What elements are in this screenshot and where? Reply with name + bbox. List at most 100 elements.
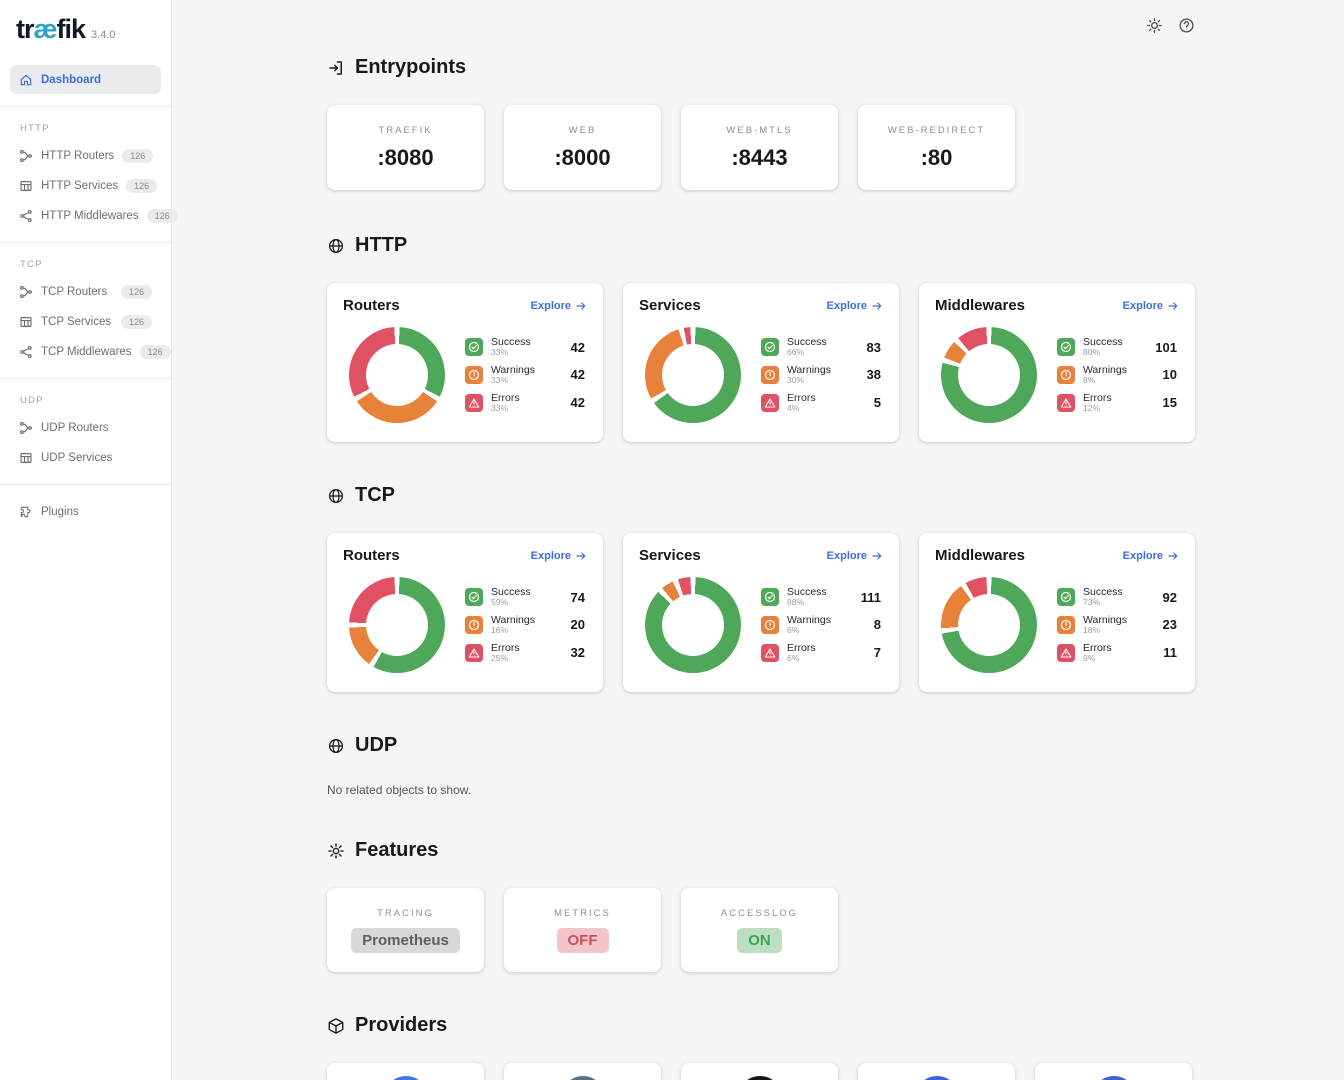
warning-icon bbox=[761, 615, 779, 634]
provider-card-file: File bbox=[504, 1063, 661, 1080]
tcp-routers-card: Routers Explore Success 59% 74 Warnings 1 bbox=[327, 533, 603, 692]
card-title: Middlewares bbox=[935, 547, 1026, 564]
arrow-right-icon bbox=[1167, 550, 1179, 562]
section-title-text: TCP bbox=[355, 484, 395, 506]
globe-icon bbox=[327, 737, 345, 755]
sidebar-item-http-routers[interactable]: HTTP Routers 126 bbox=[10, 141, 161, 170]
http-middlewares-card: Middlewares Explore Success 80% 101 Warn bbox=[919, 283, 1195, 442]
sidebar-item-udp-services[interactable]: UDP Services bbox=[10, 443, 161, 472]
explore-link[interactable]: Explore bbox=[1123, 550, 1179, 562]
stat-label: Errors bbox=[787, 391, 816, 404]
stat-label: Errors bbox=[491, 391, 520, 404]
services-icon bbox=[19, 451, 33, 465]
stat-label: Errors bbox=[1083, 641, 1112, 654]
sidebar-item-plugins[interactable]: Plugins bbox=[10, 497, 161, 526]
stat-percent: 80% bbox=[1083, 347, 1101, 358]
middlewares-icon bbox=[19, 345, 33, 359]
provider-card-kubernetes-ingress: KubernetesIngress bbox=[858, 1063, 1015, 1080]
sidebar-item-label: UDP Routers bbox=[41, 421, 109, 434]
stat-label: Success bbox=[1083, 336, 1123, 349]
kubernetes-icon bbox=[914, 1076, 959, 1080]
udp-empty-message: No related objects to show. bbox=[327, 783, 472, 797]
sidebar-item-label: Plugins bbox=[41, 505, 79, 518]
explore-label: Explore bbox=[1122, 299, 1163, 312]
stat-percent: 88% bbox=[787, 597, 805, 608]
stat-success: Success 73% 92 bbox=[1057, 586, 1177, 608]
main-area: Entrypoints TRAEFIK :8080 WEB :8000 WEB-… bbox=[172, 0, 1344, 1080]
sidebar-item-dashboard[interactable]: Dashboard bbox=[10, 65, 161, 94]
sidebar-item-tcp-routers[interactable]: TCP Routers 126 bbox=[10, 277, 161, 306]
docker-icon bbox=[383, 1076, 428, 1080]
app-version: 3.4.0 bbox=[91, 29, 116, 41]
warning-icon bbox=[465, 615, 483, 634]
stat-success: Success 88% 111 bbox=[761, 586, 881, 608]
stat-value: 15 bbox=[1162, 395, 1177, 411]
error-icon bbox=[761, 393, 779, 412]
explore-link[interactable]: Explore bbox=[1123, 300, 1179, 312]
success-icon bbox=[761, 338, 779, 357]
arrow-right-icon bbox=[575, 550, 587, 562]
routers-icon bbox=[19, 421, 33, 435]
entrypoint-card-traefik: TRAEFIK :8080 bbox=[327, 105, 484, 190]
status-donut-chart bbox=[941, 577, 1037, 673]
stat-percent: 9% bbox=[1083, 652, 1096, 663]
count-badge: 126 bbox=[120, 314, 152, 329]
explore-link[interactable]: Explore bbox=[531, 550, 587, 562]
arrow-right-icon bbox=[871, 550, 883, 562]
sidebar-item-http-middlewares[interactable]: HTTP Middlewares 126 bbox=[10, 201, 178, 230]
sidebar-item-tcp-services[interactable]: TCP Services 126 bbox=[10, 307, 161, 336]
explore-link[interactable]: Explore bbox=[827, 300, 883, 312]
stat-value: 101 bbox=[1155, 339, 1177, 355]
routers-icon bbox=[19, 149, 33, 163]
sidebar-item-label: HTTP Middlewares bbox=[41, 209, 139, 222]
explore-link[interactable]: Explore bbox=[827, 550, 883, 562]
count-badge: 126 bbox=[146, 208, 178, 223]
stat-value: 42 bbox=[570, 339, 585, 355]
sidebar-item-label: HTTP Services bbox=[41, 179, 119, 192]
globe-icon bbox=[327, 237, 345, 255]
home-icon bbox=[19, 73, 33, 87]
entrypoint-card-web-redirect: WEB-REDIRECT :80 bbox=[858, 105, 1015, 190]
stat-value: 42 bbox=[570, 395, 585, 411]
success-icon bbox=[465, 588, 483, 607]
feature-card-accesslog: ACCESSLOG ON bbox=[681, 888, 838, 972]
udp-section-title: UDP bbox=[327, 734, 1195, 757]
entrypoint-port: :8080 bbox=[377, 144, 434, 170]
explore-link[interactable]: Explore bbox=[531, 300, 587, 312]
card-title: Services bbox=[639, 297, 701, 314]
divider bbox=[0, 242, 171, 243]
stat-percent: 4% bbox=[787, 402, 800, 413]
error-icon bbox=[465, 393, 483, 412]
globe-icon bbox=[327, 487, 345, 505]
stat-warnings: Warnings 6% 8 bbox=[761, 614, 881, 636]
services-icon bbox=[19, 179, 33, 193]
stat-percent: 59% bbox=[491, 597, 509, 608]
stat-success: Success 33% 42 bbox=[465, 336, 585, 358]
card-title: Routers bbox=[343, 547, 400, 564]
stat-label: Errors bbox=[787, 641, 816, 654]
sidebar-item-tcp-middlewares[interactable]: TCP Middlewares 126 bbox=[10, 337, 171, 366]
sidebar-item-http-services[interactable]: HTTP Services 126 bbox=[10, 171, 161, 200]
stat-percent: 33% bbox=[491, 347, 509, 358]
providers-section-title: Providers bbox=[327, 1014, 1195, 1037]
feature-card-metrics: METRICS OFF bbox=[504, 888, 661, 972]
entrypoint-name: WEB-REDIRECT bbox=[887, 124, 986, 136]
entrypoint-port: :80 bbox=[920, 144, 953, 170]
card-title: Services bbox=[639, 547, 701, 564]
stat-errors: Errors 4% 5 bbox=[761, 392, 881, 414]
sidebar-item-udp-routers[interactable]: UDP Routers bbox=[10, 413, 161, 442]
help-icon[interactable] bbox=[1178, 17, 1195, 34]
features-cards: TRACING Prometheus METRICS OFF ACCESSLOG… bbox=[327, 888, 1195, 972]
stat-warnings: Warnings 18% 23 bbox=[1057, 614, 1177, 636]
tcp-cards: Routers Explore Success 59% 74 Warnings 1 bbox=[327, 533, 1195, 692]
arrow-right-icon bbox=[871, 300, 883, 312]
explore-label: Explore bbox=[530, 549, 571, 562]
theme-toggle-icon[interactable] bbox=[1146, 17, 1163, 34]
entrypoint-card-web-mtls: WEB-MTLS :8443 bbox=[681, 105, 838, 190]
traefik-wordmark: træfik bbox=[16, 14, 86, 44]
stat-percent: 16% bbox=[491, 625, 509, 636]
stat-percent: 18% bbox=[1083, 625, 1101, 636]
status-donut-chart bbox=[645, 327, 741, 423]
stat-value: 11 bbox=[1163, 645, 1177, 661]
gear-icon bbox=[327, 842, 345, 860]
